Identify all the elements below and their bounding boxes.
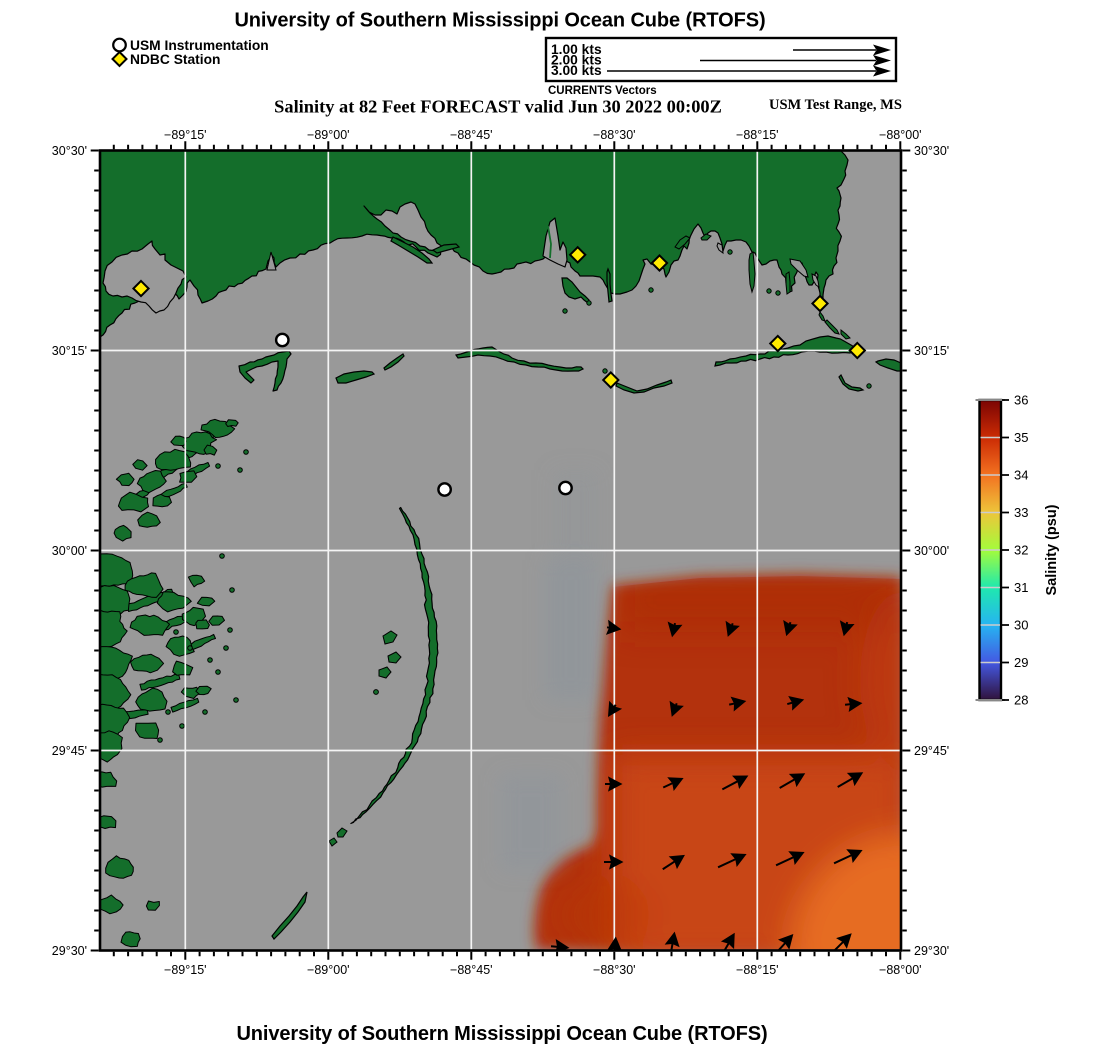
svg-text:33: 33	[1014, 505, 1028, 520]
svg-text:USM Instrumentation: USM Instrumentation	[130, 38, 269, 53]
svg-text:University of Southern Mississ: University of Southern Mississippi Ocean…	[234, 10, 765, 32]
svg-text:29°45': 29°45'	[914, 744, 949, 758]
svg-text:30°15': 30°15'	[914, 344, 949, 358]
svg-text:−89°15': −89°15'	[164, 963, 207, 977]
svg-text:28: 28	[1014, 693, 1028, 708]
svg-text:−89°15': −89°15'	[164, 128, 207, 142]
svg-text:35: 35	[1014, 430, 1028, 445]
svg-text:30°15': 30°15'	[52, 344, 87, 358]
svg-text:30: 30	[1014, 618, 1028, 633]
svg-text:−88°30': −88°30'	[593, 963, 636, 977]
svg-text:30°00': 30°00'	[52, 544, 87, 558]
svg-text:36: 36	[1014, 393, 1028, 408]
svg-text:34: 34	[1014, 468, 1028, 483]
svg-text:Salinity (psu): Salinity (psu)	[1044, 504, 1060, 595]
svg-text:30°30': 30°30'	[914, 144, 949, 158]
svg-text:−89°00': −89°00'	[307, 963, 350, 977]
svg-text:−88°00': −88°00'	[879, 128, 922, 142]
svg-text:29°45': 29°45'	[52, 744, 87, 758]
svg-text:29: 29	[1014, 655, 1028, 670]
svg-text:Salinity at 82 Feet FORECAST v: Salinity at 82 Feet FORECAST valid Jun 3…	[274, 97, 722, 117]
svg-text:−88°45': −88°45'	[450, 963, 493, 977]
svg-text:CURRENTS Vectors: CURRENTS Vectors	[548, 85, 657, 97]
svg-text:2.00 kts: 2.00 kts	[551, 53, 602, 68]
svg-text:−88°15': −88°15'	[736, 128, 779, 142]
svg-text:−88°30': −88°30'	[593, 128, 636, 142]
svg-text:−88°15': −88°15'	[736, 963, 779, 977]
svg-text:−88°00': −88°00'	[879, 963, 922, 977]
svg-text:32: 32	[1014, 543, 1028, 558]
svg-text:31: 31	[1014, 580, 1028, 595]
svg-text:1.00 kts: 1.00 kts	[551, 42, 602, 57]
svg-text:University of Southern Mississ: University of Southern Mississippi Ocean…	[236, 1023, 767, 1045]
svg-text:3.00 kts: 3.00 kts	[551, 63, 602, 78]
svg-text:29°30': 29°30'	[52, 944, 87, 958]
svg-text:30°30': 30°30'	[52, 144, 87, 158]
svg-text:29°30': 29°30'	[914, 944, 949, 958]
svg-text:USM Test Range, MS: USM Test Range, MS	[769, 97, 902, 113]
svg-text:30°00': 30°00'	[914, 544, 949, 558]
svg-text:−89°00': −89°00'	[307, 128, 350, 142]
svg-text:−88°45': −88°45'	[450, 128, 493, 142]
svg-text:NDBC Station: NDBC Station	[130, 52, 220, 67]
